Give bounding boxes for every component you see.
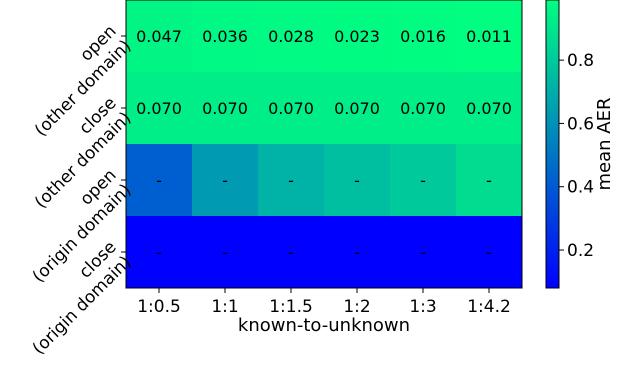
cell-value-label: 0.036 [202, 27, 248, 46]
cell-value-label: 0.070 [136, 99, 182, 118]
colorbar-tick-label: 0.6 [567, 114, 594, 134]
colorbar [546, 0, 559, 288]
x-tick-label: 1:1 [211, 297, 238, 317]
y-tick-label: close(origin domain) [14, 237, 135, 358]
colorbar-tick-label: 0.4 [567, 178, 594, 198]
cell-value-label: 0.070 [400, 99, 446, 118]
heatmap-cells [126, 0, 523, 289]
cell-value-label: - [288, 243, 294, 262]
cell-value-label: 0.047 [136, 27, 182, 46]
cell-value-label: - [354, 171, 360, 190]
cell-value-label: - [222, 243, 228, 262]
cell-value-label: - [156, 243, 162, 262]
colorbar-tick-label: 0.2 [567, 241, 594, 261]
cell-value-label: - [486, 243, 492, 262]
cell-value-label: 0.070 [268, 99, 314, 118]
x-tick-label: 1:4.2 [467, 297, 511, 317]
colorbar-tick-label: 0.8 [567, 51, 594, 71]
cell-value-label: 0.016 [400, 27, 446, 46]
cell-value-label: 0.011 [466, 27, 512, 46]
cell-value-label: 0.070 [202, 99, 248, 118]
cell-value-label: - [288, 171, 294, 190]
cell-value-label: 0.028 [268, 27, 314, 46]
cell-value-label: - [420, 243, 426, 262]
cell-value-label: - [156, 171, 162, 190]
cell-value-label: - [420, 171, 426, 190]
x-tick-label: 1:1.5 [269, 297, 313, 317]
x-tick-label: 1:3 [409, 297, 436, 317]
x-axis-label: known-to-unknown [238, 315, 410, 336]
x-axis: 1:0.5 1:1 1:1.5 1:2 1:3 1:4.2 [137, 288, 511, 317]
x-tick-label: 1:0.5 [137, 297, 181, 317]
cell-value-label: 0.070 [466, 99, 512, 118]
cell-value-label: - [486, 171, 492, 190]
colorbar-label: mean AER [594, 98, 615, 191]
cell-value-label: 0.023 [334, 27, 380, 46]
cell-value-label: 0.070 [334, 99, 380, 118]
cell-value-label: - [222, 171, 228, 190]
colorbar-ticks: 0.2 0.4 0.6 0.8 [559, 51, 594, 261]
y-axis: open(other domain)close(other domain)ope… [14, 21, 135, 358]
x-tick-label: 1:2 [343, 297, 370, 317]
cell-value-label: - [354, 243, 360, 262]
